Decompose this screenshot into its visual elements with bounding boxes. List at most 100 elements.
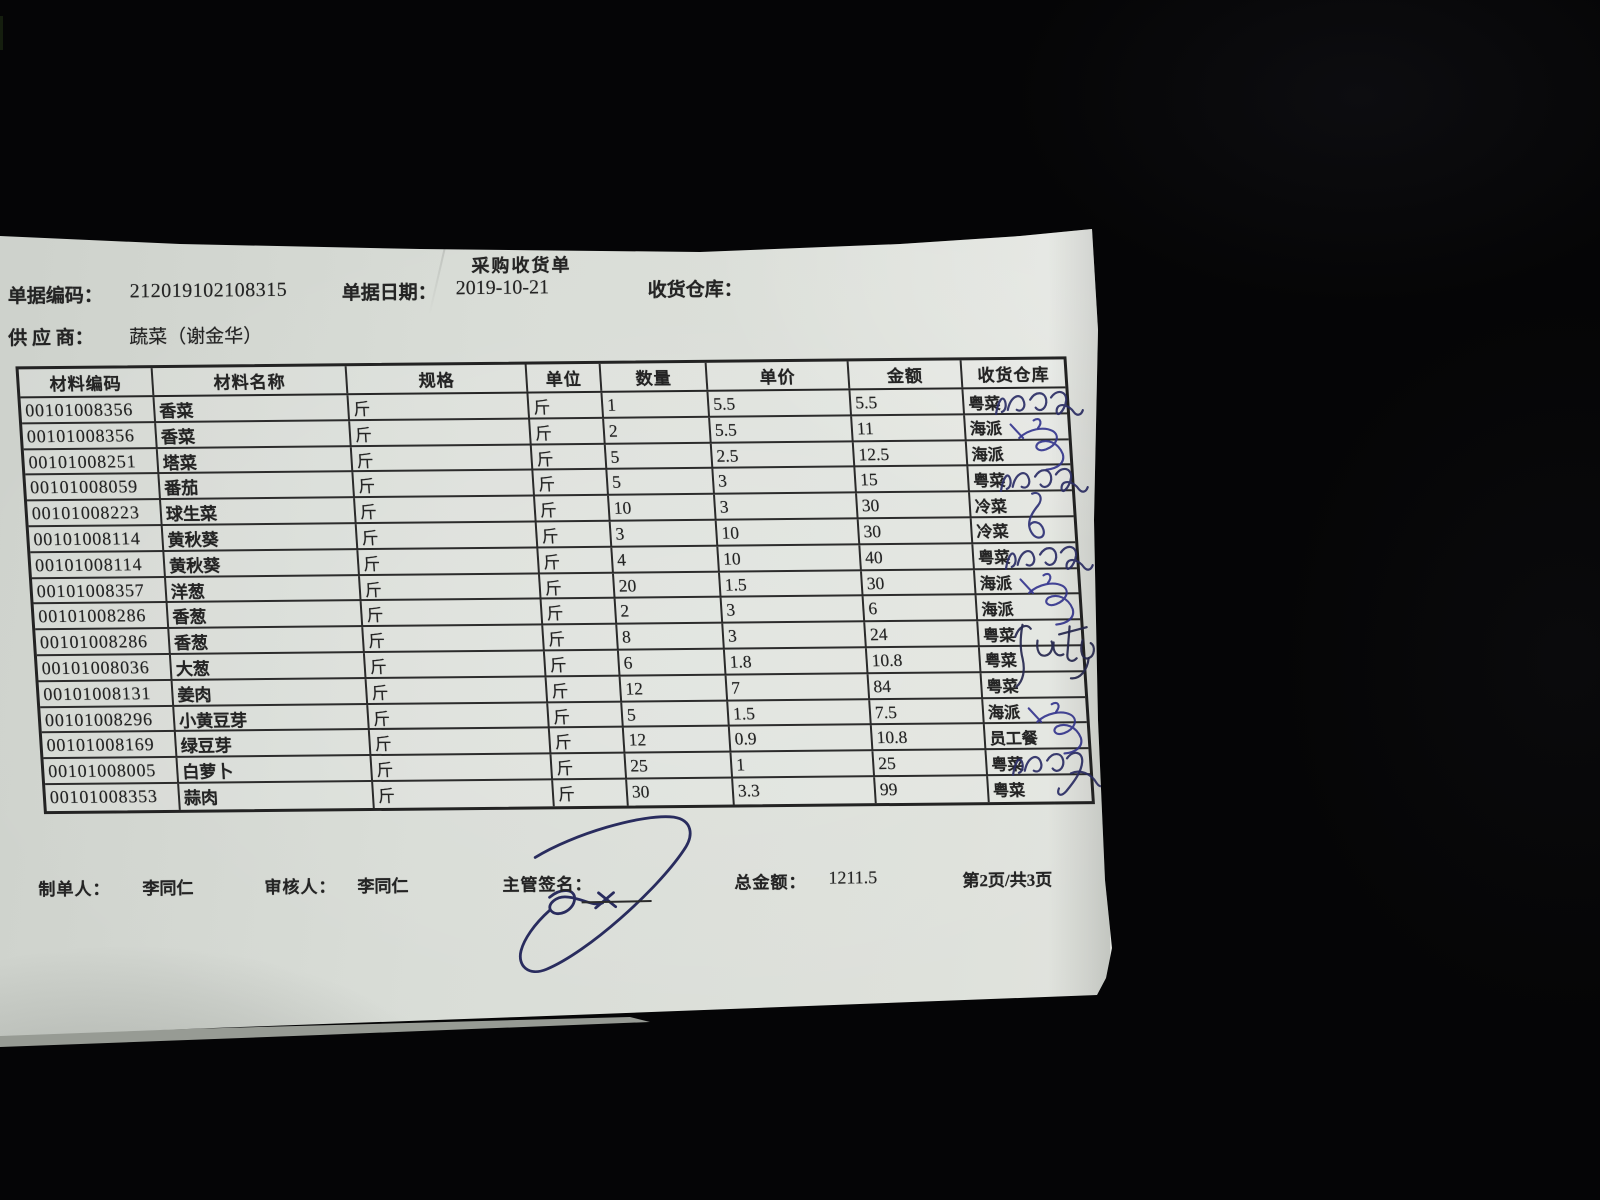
cell-amount: 99 [875,776,990,803]
cell-spec: 斤 [355,496,537,524]
cell-name: 绿豆芽 [175,730,372,758]
cell-spec: 斤 [361,599,544,627]
cell-name: 大葱 [170,653,367,680]
cell-code: 00101008286 [35,629,171,656]
cell-unit: 斤 [546,676,623,703]
items-table: 材料编码 材料名称 规格 单位 数量 单价 金额 收货仓库 00101008356 香菜斤斤 1 5… [15,356,1107,814]
background-artifact [0,16,3,50]
cell-name: 塔菜 [157,446,354,474]
cell-qty: 20 [613,572,722,599]
page-indicator: 第2页/共3页 [962,870,1053,891]
cell-amount: 30 [858,518,974,545]
cell-price: 3 [713,467,857,495]
cell-warehouse: 粤菜 [986,749,1107,796]
cell-code: 00101008296 [40,706,176,733]
column-header: 材料名称 [152,366,349,396]
cell-amount: 24 [865,621,980,648]
cell-price: 10 [718,545,862,572]
cell-price: 5.5 [708,390,853,417]
cell-unit: 斤 [544,650,621,677]
cell-spec: 斤 [363,625,545,653]
cell-spec: 斤 [350,419,532,447]
warehouse-label: 收货仓库： [647,279,743,302]
cell-name: 球生菜 [161,498,357,526]
cell-name: 姜肉 [172,678,369,706]
cell-name: 蒜肉 [179,781,375,810]
doc-code-label: 单据编码： [7,285,103,308]
doc-date-label: 单据日期： [341,282,437,305]
warehouse-text: 粤菜 [982,627,1016,645]
cell-code: 00101008251 [23,448,160,475]
auditor-value: 李同仁 [357,876,409,897]
cell-warehouse: 海派 [983,698,1087,755]
warehouse-text: 海派 [987,704,1021,723]
cell-price: 3 [723,622,867,649]
cell-price: 1.5 [719,570,864,598]
warehouse-text: 粤菜 [972,472,1006,491]
supervisor-signature [518,815,692,973]
warehouse-text: 粤菜 [967,395,1001,413]
cell-unit: 斤 [543,624,619,651]
cell-price: 1.8 [724,648,869,675]
cell-spec: 斤 [359,573,542,601]
cell-code: 00101008223 [27,500,163,527]
warehouse-text: 粤菜 [985,679,1020,697]
cell-price: 2.5 [711,441,856,469]
cell-unit: 斤 [536,521,613,548]
cell-qty: 6 [618,649,727,676]
items-table-wrap: 材料编码 材料名称 规格 单位 数量 单价 金额 收货仓库 00101008356 香菜斤斤 1 5… [15,356,1107,814]
cell-code: 00101008356 [20,397,157,424]
cell-spec: 斤 [371,754,554,782]
warehouse-text: 粤菜 [977,550,1011,568]
warehouse-text: 冷菜 [976,524,1010,542]
cell-spec: 斤 [356,522,539,550]
warehouse-text: 海派 [971,447,1005,465]
cell-qty: 4 [612,546,720,573]
cell-amount: 30 [857,492,972,519]
cell-code: 00101008357 [31,577,168,604]
cell-amount: 15 [855,466,970,493]
cell-name: 洋葱 [165,575,362,603]
cell-amount: 6 [863,595,979,622]
cell-warehouse: 粤菜 [968,466,1089,494]
cell-amount: 40 [860,544,975,571]
doc-code-value: 212019102108315 [129,278,288,303]
warehouse-text: 海派 [979,575,1013,594]
cell-code: 00101008114 [28,526,165,553]
cell-code: 00101008356 [22,422,158,450]
supplier-value: 蔬菜（谢金华） [129,326,263,349]
cell-price: 3.3 [733,777,877,805]
cell-warehouse: 海派 [965,414,1069,471]
cell-warehouse: 粤菜 [980,646,1084,672]
cell-name: 黄秋葵 [164,549,360,577]
cell-amount: 10.8 [871,724,987,751]
cell-spec: 斤 [368,702,550,730]
cell-price: 0.9 [729,725,874,752]
cell-qty: 12 [620,675,729,702]
maker-label: 制单人： [38,879,111,900]
cell-qty: 12 [623,726,732,753]
warehouse-text: 海派 [981,601,1015,620]
cell-spec: 斤 [348,393,531,421]
cell-warehouse: 粤菜 [982,672,1086,698]
cell-name: 小黄豆芽 [174,704,370,732]
cell-spec: 斤 [353,470,535,498]
cell-code: 00101008114 [30,551,166,579]
cell-unit: 斤 [548,702,624,728]
cell-code: 00101008059 [25,474,162,501]
cell-warehouse: 粤菜 [988,775,1092,802]
cell-price: 7 [726,674,871,701]
table-body: 00101008356 香菜斤斤 1 5.5 5.5 粤菜 00101008356 香菜斤斤 2… [20,388,1107,811]
cell-spec: 斤 [351,445,534,472]
cell-qty: 8 [617,623,725,650]
cell-code: 00101008036 [36,654,173,682]
cell-qty: 2 [615,598,724,625]
warehouse-text: 员工餐 [989,730,1039,748]
document-title: 采购收货单 [471,255,572,277]
cell-amount: 10.8 [866,647,982,674]
total-value: 1211.5 [828,867,878,888]
cell-price: 5.5 [710,416,854,443]
